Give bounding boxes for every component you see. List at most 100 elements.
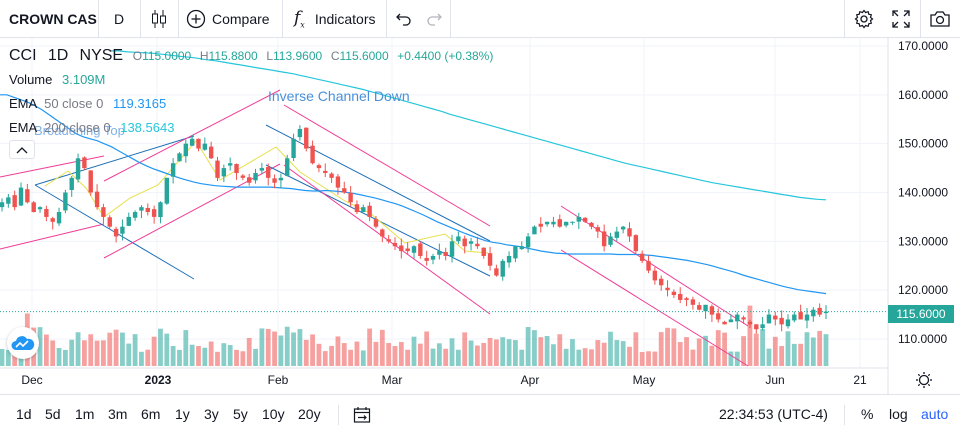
candle-body (63, 192, 68, 211)
candle-body (779, 317, 784, 325)
current-price-tag: 115.6000 (888, 305, 954, 323)
candle-body (291, 138, 296, 158)
range-6m[interactable]: 6m (141, 406, 161, 422)
candle-body (25, 189, 30, 203)
candle-body (747, 321, 753, 325)
candle-body (215, 160, 220, 178)
range-20y[interactable]: 20y (298, 406, 321, 422)
volume-bar (760, 329, 766, 366)
candle-body (253, 172, 258, 181)
candle-body (652, 270, 658, 281)
volume-bar (817, 330, 823, 366)
clock-timezone[interactable]: 22:34:53 (UTC-4) (719, 406, 828, 422)
calendar-range-icon (353, 406, 371, 423)
volume-bar (379, 329, 385, 366)
candle-body (278, 177, 284, 181)
candle-body (697, 305, 702, 310)
date-range-button[interactable] (353, 395, 371, 434)
range-10y[interactable]: 10y (262, 406, 285, 422)
candle-body (367, 205, 372, 217)
range-1y[interactable]: 1y (175, 406, 190, 422)
candle-body (513, 246, 518, 259)
timezone-settings-icon[interactable] (916, 372, 932, 388)
compare-button[interactable]: Compare (178, 0, 282, 38)
tradingview-logo[interactable] (7, 327, 39, 359)
candle-body (709, 306, 715, 315)
range-3m[interactable]: 3m (108, 406, 128, 422)
candle-body (177, 153, 182, 162)
compare-label: Compare (212, 11, 270, 27)
range-1m[interactable]: 1m (75, 406, 95, 422)
volume-bar (576, 349, 582, 366)
screenshot-button[interactable] (922, 0, 958, 38)
candle-body (0, 202, 5, 208)
percent-toggle[interactable]: % (861, 406, 874, 422)
volume-bar (665, 327, 670, 366)
candle-body (240, 175, 246, 178)
candle-body (424, 257, 429, 261)
symbol-search[interactable]: CROWN CAS (9, 11, 97, 27)
candle-body (6, 197, 11, 204)
volume-bar (652, 351, 658, 366)
auto-toggle[interactable]: auto (921, 406, 949, 422)
volume-bar (684, 337, 689, 366)
log-toggle[interactable]: log (889, 406, 908, 422)
candle-body (335, 176, 341, 188)
undo-button[interactable] (388, 0, 420, 38)
volume-bar (196, 346, 201, 366)
candle-body (342, 188, 347, 193)
low-value: 113.9600 (273, 49, 323, 63)
volume-bar (101, 340, 106, 366)
volume-bar (747, 305, 753, 366)
candle-body (481, 247, 486, 256)
candle-body (475, 243, 480, 247)
candle-body (50, 218, 55, 222)
candle-body (18, 187, 24, 206)
volume-bar (316, 343, 322, 366)
interval-button[interactable]: D (113, 11, 125, 27)
redo-button[interactable] (418, 0, 450, 38)
chart-style-button[interactable] (140, 0, 178, 38)
trendline (283, 104, 491, 227)
toolbar-divider (386, 0, 387, 38)
price-chart[interactable]: 170.0000 160.0000 150.0000 140.0000 130.0000… (0, 38, 960, 394)
time-tick-label: Feb (268, 373, 289, 387)
range-5y[interactable]: 5y (233, 406, 248, 422)
volume-bar (785, 331, 791, 366)
volume-bar (500, 337, 506, 366)
range-3y[interactable]: 3y (204, 406, 219, 422)
legend-ticker: CCI (9, 47, 37, 64)
time-tick-label: May (633, 373, 656, 387)
candle-body (506, 255, 512, 263)
legend-ema50-row[interactable]: EMA 50 close 0 119.3165 (9, 96, 166, 111)
settings-button[interactable] (848, 0, 880, 38)
volume-bar (170, 346, 176, 366)
legend-collapse-button[interactable] (9, 140, 35, 159)
volume-bar (215, 351, 220, 366)
candle-body (386, 239, 391, 242)
legend-ema200-row[interactable]: EMA 200 close 0 138.5643 (9, 120, 174, 135)
volume-bar (525, 327, 531, 366)
range-1d[interactable]: 1d (16, 406, 32, 422)
candle-body (576, 216, 581, 222)
pattern-label-inverse-channel[interactable]: Inverse Channel Down (268, 88, 410, 104)
volume-bar (354, 341, 360, 366)
candle-body (544, 221, 550, 225)
fullscreen-button[interactable] (884, 0, 918, 38)
price-tick-label: 170.0000 (898, 39, 948, 53)
volume-bar (284, 326, 290, 366)
candle-body (44, 208, 49, 217)
volume-bar (373, 341, 379, 366)
candle-body (627, 228, 632, 237)
candle-body (659, 278, 664, 286)
range-5d[interactable]: 5d (45, 406, 61, 422)
volume-bar (335, 336, 341, 366)
candle-body (170, 163, 176, 177)
candle-body (418, 243, 423, 256)
legend-volume-row[interactable]: Volume 3.109M (9, 72, 105, 87)
toolbar-divider (98, 0, 99, 38)
volume-bar (189, 344, 195, 366)
high-value: 115.8800 (208, 49, 258, 63)
indicators-button[interactable]: fx Indicators (282, 0, 386, 38)
pattern-label-broadening-top[interactable]: Broadening Top (34, 123, 125, 138)
